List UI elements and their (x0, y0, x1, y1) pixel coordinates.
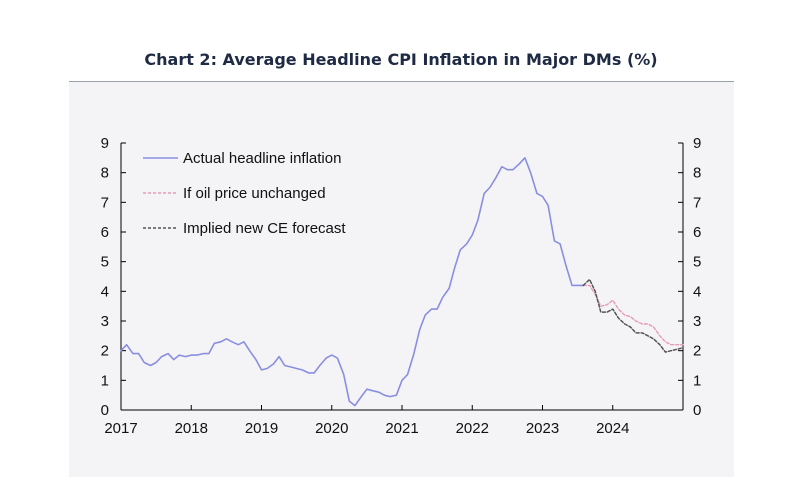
y-tick-label-left: 0 (101, 402, 109, 419)
y-tick-label-left: 7 (101, 194, 109, 211)
y-tick-label-left: 4 (101, 283, 109, 300)
y-tick-label-right: 1 (693, 372, 701, 389)
chart-title: Chart 2: Average Headline CPI Inflation … (144, 50, 658, 69)
legend-label: If oil price unchanged (183, 185, 326, 202)
title-divider (69, 81, 734, 82)
chart-panel (69, 82, 734, 477)
y-tick-label-left: 5 (101, 254, 109, 271)
x-tick-label: 2021 (385, 420, 418, 437)
y-tick-label-right: 2 (693, 343, 701, 360)
series-if-oil-price-unchanged (582, 284, 684, 346)
y-tick-label-left: 9 (101, 135, 109, 152)
legend-label: Implied new CE forecast (183, 220, 346, 237)
y-tick-label-right: 5 (693, 254, 701, 271)
x-tick-label: 2023 (526, 420, 559, 437)
legend-label: Actual headline inflation (183, 150, 341, 167)
x-tick-label: 2019 (245, 420, 278, 437)
x-tick-label: 2024 (596, 420, 629, 437)
x-tick-label: 2020 (315, 420, 348, 437)
y-tick-label-right: 8 (693, 165, 701, 182)
y-tick-label-left: 1 (101, 372, 109, 389)
x-tick-label: 2017 (104, 420, 137, 437)
y-tick-label-left: 8 (101, 165, 109, 182)
y-tick-label-right: 0 (693, 402, 701, 419)
y-tick-label-left: 2 (101, 343, 109, 360)
x-tick-label: 2018 (175, 420, 208, 437)
y-tick-label-left: 3 (101, 313, 109, 330)
y-tick-label-right: 7 (693, 194, 701, 211)
y-tick-label-left: 6 (101, 224, 109, 241)
series-actual-headline-inflation (120, 157, 585, 407)
series-implied-ce-forecast (582, 278, 684, 353)
y-tick-label-right: 6 (693, 224, 701, 241)
y-tick-label-right: 3 (693, 313, 701, 330)
y-tick-label-right: 4 (693, 283, 701, 300)
x-tick-label: 2022 (456, 420, 489, 437)
y-tick-label-right: 9 (693, 135, 701, 152)
